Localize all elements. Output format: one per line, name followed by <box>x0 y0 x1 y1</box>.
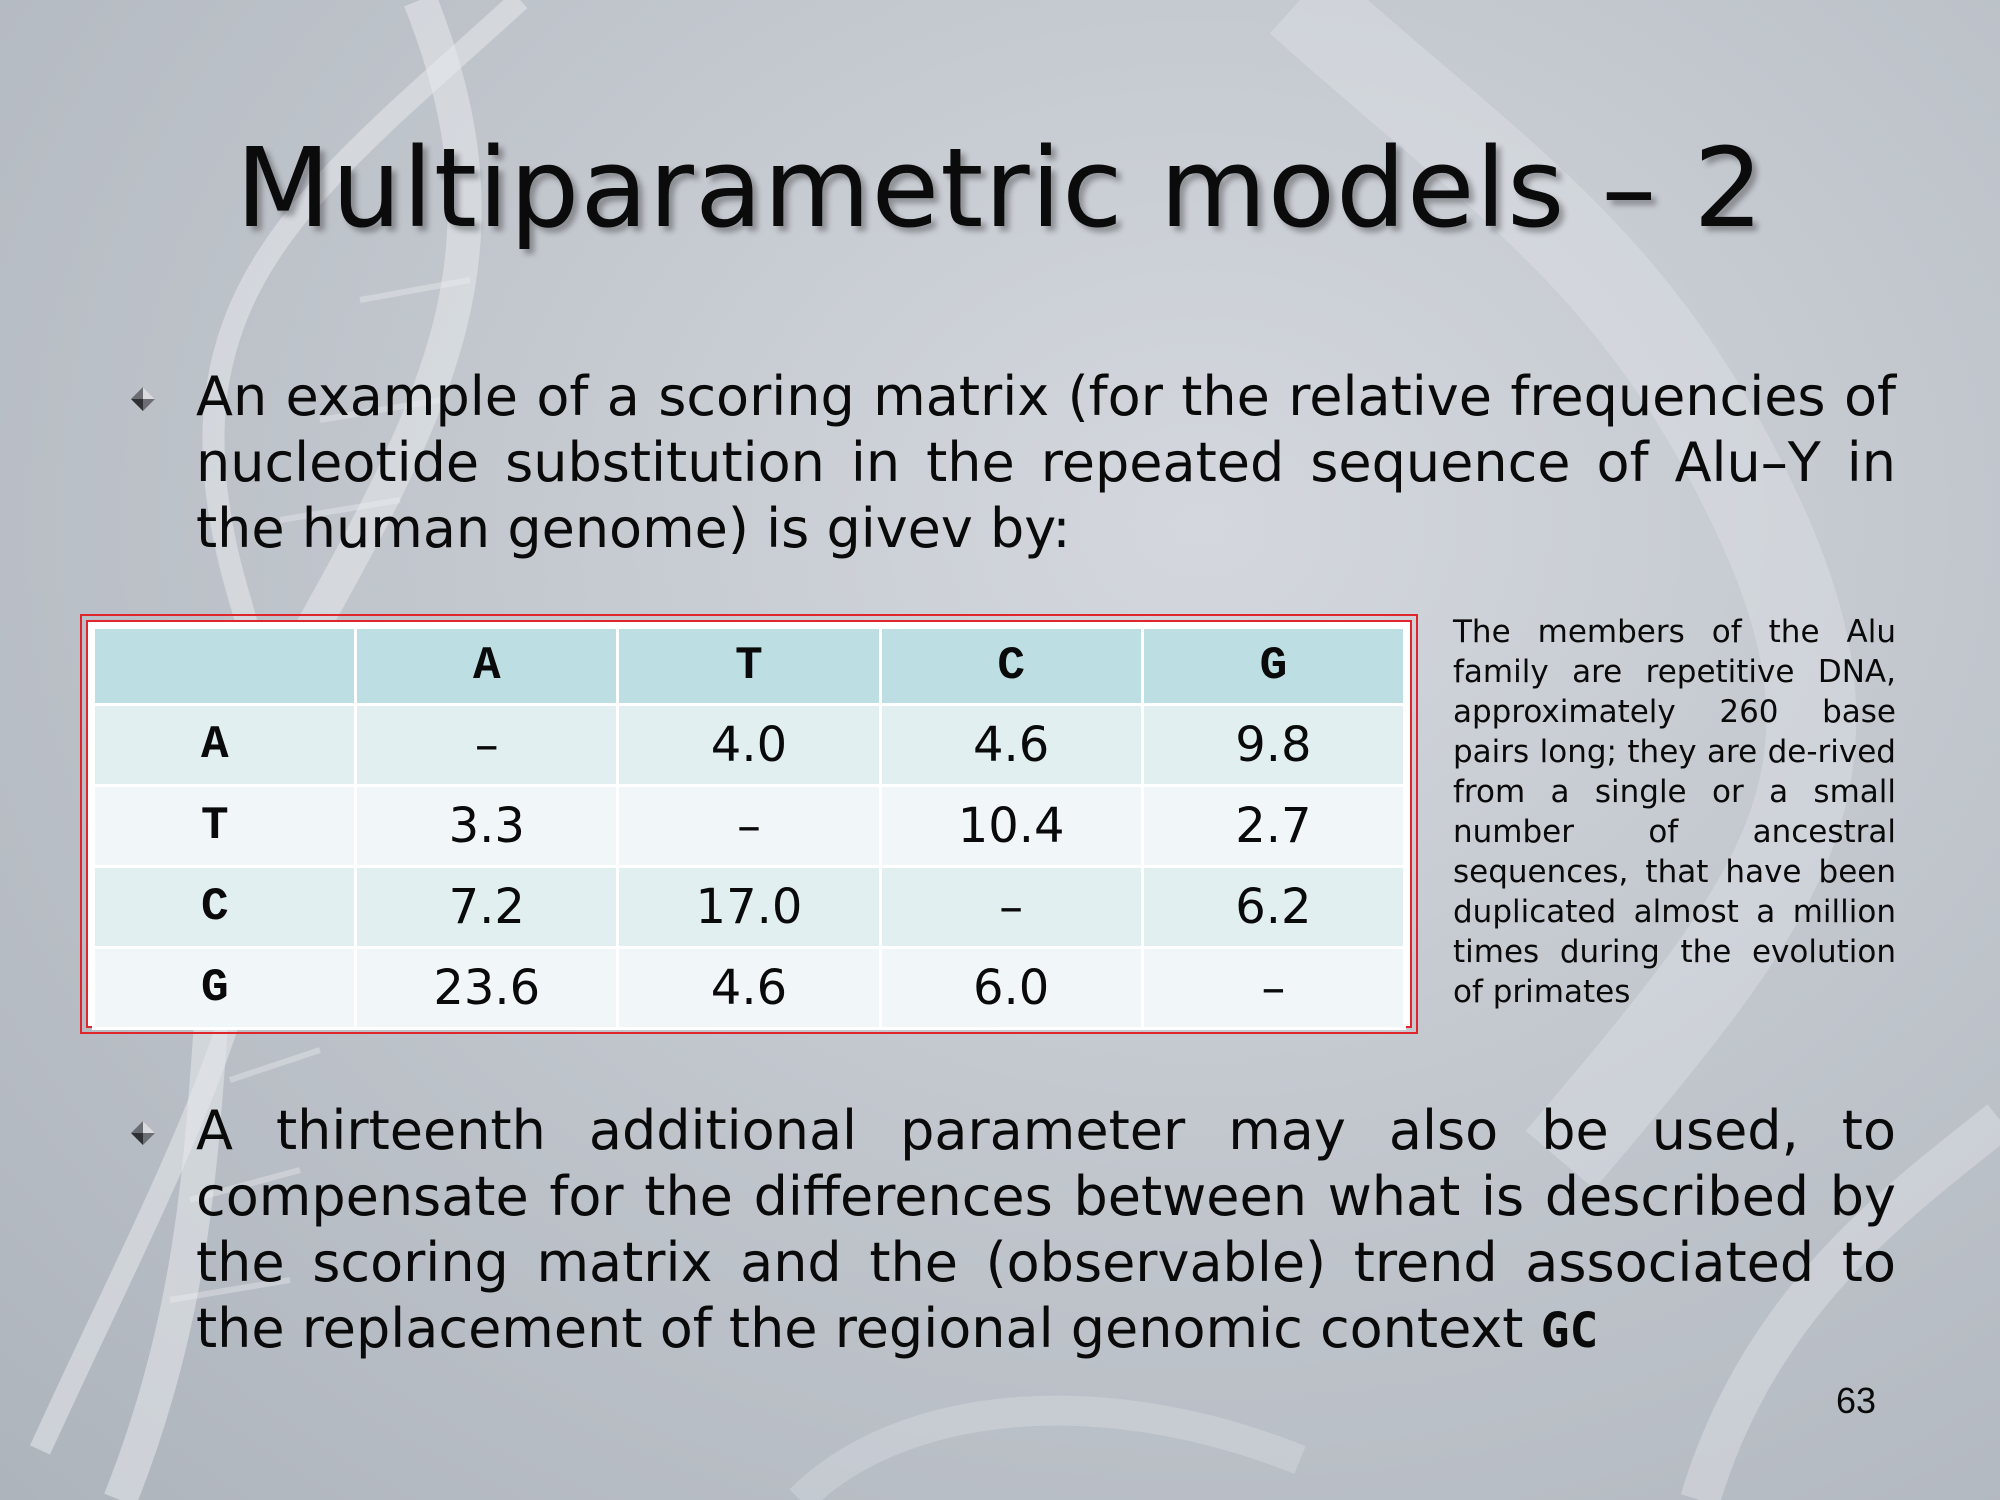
matrix-col-header: A <box>354 626 620 706</box>
matrix-cell: 3.3 <box>354 784 620 868</box>
matrix-cell: 4.6 <box>878 703 1144 787</box>
alu-family-side-note: The members of the Alu family are repeti… <box>1453 614 1896 1010</box>
matrix-cell: 6.0 <box>878 946 1144 1030</box>
bullet-diamond-icon <box>131 1121 155 1145</box>
matrix-cell: 9.8 <box>1140 703 1407 787</box>
substitution-matrix-inner-frame: A T C G A – 4.0 4.6 9.8 T 3.3 – <box>86 620 1412 1030</box>
matrix-row: C 7.2 17.0 – 6.2 <box>91 865 1407 949</box>
matrix-cell: 6.2 <box>1140 865 1407 949</box>
matrix-row-header: G <box>91 946 358 1030</box>
bullet-point-scoring-matrix: An example of a scoring matrix (for the … <box>131 364 1896 562</box>
matrix-col-header: C <box>878 626 1144 706</box>
slide-title: Multiparametric models – 2 <box>235 124 1765 252</box>
substitution-matrix-table: A T C G A – 4.0 4.6 9.8 T 3.3 – <box>91 626 1407 1030</box>
matrix-cell: – <box>1140 946 1407 1030</box>
matrix-header-row: A T C G <box>91 626 1407 706</box>
matrix-row: G 23.6 4.6 6.0 – <box>91 946 1407 1030</box>
matrix-cell: 17.0 <box>616 865 882 949</box>
bullet-text: A thirteenth additional parameter may al… <box>196 1099 1896 1360</box>
matrix-cell: 2.7 <box>1140 784 1407 868</box>
matrix-corner-cell <box>91 626 358 706</box>
matrix-cell: – <box>354 703 620 787</box>
matrix-cell: – <box>616 784 882 868</box>
bullet-text: An example of a scoring matrix (for the … <box>196 365 1896 560</box>
matrix-cell: 10.4 <box>878 784 1144 868</box>
matrix-cell: 23.6 <box>354 946 620 1030</box>
matrix-cell: 7.2 <box>354 865 620 949</box>
matrix-row: T 3.3 – 10.4 2.7 <box>91 784 1407 868</box>
matrix-col-header: G <box>1140 626 1407 706</box>
matrix-row-header: T <box>91 784 358 868</box>
matrix-row: A – 4.0 4.6 9.8 <box>91 703 1407 787</box>
gc-context-label: GC <box>1540 1303 1599 1359</box>
matrix-row-header: C <box>91 865 358 949</box>
bullet-point-thirteenth-parameter: A thirteenth additional parameter may al… <box>131 1098 1896 1364</box>
substitution-matrix-frame: A T C G A – 4.0 4.6 9.8 T 3.3 – <box>80 614 1418 1034</box>
bullet-diamond-icon <box>131 387 155 411</box>
matrix-cell: – <box>878 865 1144 949</box>
matrix-col-header: T <box>616 626 882 706</box>
matrix-cell: 4.0 <box>616 703 882 787</box>
matrix-cell: 4.6 <box>616 946 882 1030</box>
matrix-row-header: A <box>91 703 358 787</box>
page-number: 63 <box>1836 1380 1877 1421</box>
